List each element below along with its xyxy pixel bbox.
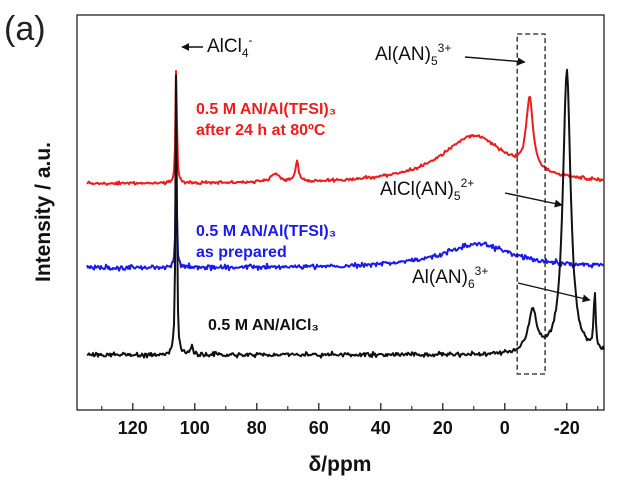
series-labels: 0.5 M AN/Al(TFSI)₃ after 24 h at 80ºC 0.… [196, 101, 336, 334]
ann-alclan5-text: AlCl(AN) [380, 179, 454, 200]
ann-alcl4-text: AlCl [207, 36, 242, 57]
label-blue-line2: as prepared [196, 244, 287, 261]
series-line [86, 68, 605, 359]
series-line [86, 70, 605, 186]
label-red-line2: after 24 h at 80ºC [196, 122, 326, 139]
ann-alclan5-sup: 2+ [461, 176, 475, 190]
ann-alan6-text: Al(AN) [412, 267, 468, 288]
ann-alan6-sup: 3+ [475, 264, 489, 278]
x-tick-label: 20 [433, 418, 453, 438]
ann-alcl4-sup: - [249, 33, 253, 47]
ann-alan5-sub: 5 [431, 54, 438, 68]
x-tick-label: 120 [118, 418, 148, 438]
ann-alclan5-sub: 5 [454, 189, 461, 203]
panel-label: (a) [4, 10, 46, 48]
x-tick-label: 60 [309, 418, 329, 438]
label-black-line1: 0.5 M AN/AlCl₃ [208, 317, 319, 334]
x-tick-label: 80 [247, 418, 267, 438]
x-tick-label: 100 [180, 418, 210, 438]
plot-frame [76, 14, 605, 411]
x-tick-label: 0 [500, 418, 510, 438]
annotation-al-an5: Al(AN)53+ [375, 41, 451, 68]
annotations: AlCl4- Al(AN)53+ AlCl(AN)52+ Al(AN)63+ [207, 33, 488, 291]
label-blue-line1: 0.5 M AN/Al(TFSI)₃ [196, 223, 336, 240]
y-axis-label: Intensity / a.u. [32, 142, 55, 282]
annotation-alcl4: AlCl4- [207, 33, 253, 60]
x-tick-label: 40 [371, 418, 391, 438]
annotation-alcl-an5: AlCl(AN)52+ [380, 176, 474, 203]
x-axis-label: δ/ppm [309, 453, 372, 476]
ann-alan5-sup: 3+ [438, 41, 452, 55]
ann-alan6-sub: 6 [468, 277, 475, 291]
annotation-arrow [464, 56, 526, 66]
x-tick-label: -20 [554, 418, 580, 438]
ann-alan5-text: Al(AN) [375, 44, 431, 65]
highlight-box [516, 33, 546, 375]
annotation-arrow [517, 282, 591, 303]
annotation-al-an6: Al(AN)63+ [412, 264, 488, 291]
ann-alcl4-sub: 4 [242, 46, 249, 60]
x-axis-ticks: 120 100 80 60 40 20 0 -20 [101, 403, 599, 438]
annotation-arrows [181, 43, 591, 303]
annotation-arrow [504, 192, 563, 208]
label-red-line1: 0.5 M AN/Al(TFSI)₃ [196, 101, 336, 118]
series-layer [86, 68, 605, 359]
